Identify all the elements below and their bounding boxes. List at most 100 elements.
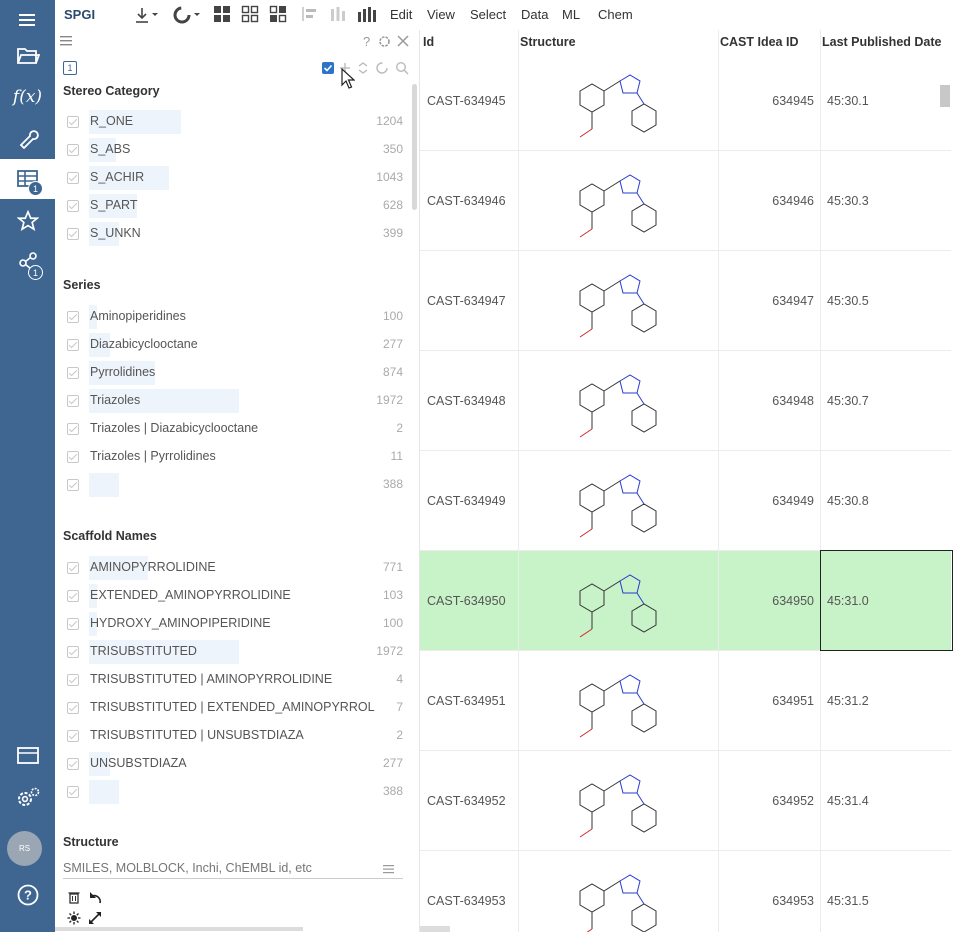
filter-row[interactable]: R_ONE 1204 [63, 110, 403, 134]
cell-last-published-date[interactable]: 45:31.5 [827, 894, 869, 908]
collapse-icon[interactable] [357, 61, 369, 78]
filter-checkbox[interactable] [67, 116, 79, 128]
table-row[interactable]: CAST-634950 634950 45:31.0 [420, 551, 951, 651]
filter-checkbox[interactable] [67, 758, 79, 770]
filter-row[interactable]: UNSUBSTDIAZA 277 [63, 752, 403, 776]
filter-row[interactable]: TRISUBSTITUTED | AMINOPYRROLIDINE 4 [63, 668, 403, 692]
menu-select[interactable]: Select [470, 7, 507, 22]
table-icon[interactable]: 1 [0, 159, 55, 199]
settings-icon[interactable] [0, 778, 55, 818]
filter-checkbox[interactable] [67, 479, 79, 491]
cell-cast-idea-id[interactable]: 634950 [772, 594, 814, 608]
filter-checkbox[interactable] [67, 618, 79, 630]
filter-checkbox[interactable] [67, 562, 79, 574]
cell-last-published-date[interactable]: 45:30.1 [827, 94, 869, 108]
cell-last-published-date[interactable]: 45:30.7 [827, 394, 869, 408]
cell-cast-idea-id[interactable]: 634952 [772, 794, 814, 808]
panel-menu-icon[interactable] [60, 35, 74, 50]
filter-row[interactable]: S_UNKN 399 [63, 222, 403, 246]
tools-icon[interactable] [0, 118, 55, 158]
filter-row[interactable]: Pyrrolidines 874 [63, 361, 403, 385]
cell-id[interactable]: CAST-634945 [427, 94, 506, 108]
cell-cast-idea-id[interactable]: 634951 [772, 694, 814, 708]
cell-last-published-date[interactable]: 45:30.5 [827, 294, 869, 308]
column-header-structure[interactable]: Structure [520, 35, 576, 49]
cell-id[interactable]: CAST-634953 [427, 894, 506, 908]
structure-image[interactable] [520, 351, 718, 451]
structure-search-input[interactable] [63, 857, 403, 879]
close-icon[interactable] [397, 35, 409, 50]
filter-row[interactable]: S_ABS 350 [63, 138, 403, 162]
table-row[interactable]: CAST-634948 634948 45:30.7 [420, 351, 951, 451]
cell-last-published-date[interactable]: 45:30.8 [827, 494, 869, 508]
expand-icon[interactable] [88, 911, 102, 928]
tile-layout-icon[interactable] [241, 5, 261, 25]
filter-row[interactable]: 388 [63, 780, 403, 804]
structure-image[interactable] [520, 51, 718, 151]
column-header-last-published-date[interactable]: Last Published Date [822, 35, 942, 49]
column-header-cast-idea-id[interactable]: CAST Idea ID [720, 35, 799, 49]
structure-image[interactable] [520, 251, 718, 351]
cell-id[interactable]: CAST-634948 [427, 394, 506, 408]
column-chart-disabled-icon[interactable] [329, 5, 349, 25]
table-row[interactable]: CAST-634953 634953 45:31.5 [420, 851, 951, 932]
cell-cast-idea-id[interactable]: 634953 [772, 894, 814, 908]
filter-checkbox[interactable] [67, 702, 79, 714]
open-folder-icon[interactable] [0, 36, 55, 76]
menu-data[interactable]: Data [521, 7, 549, 22]
table-row[interactable]: CAST-634952 634952 45:31.4 [420, 751, 951, 851]
form-layout-icon[interactable] [269, 5, 289, 25]
filter-row[interactable]: TRISUBSTITUTED | UNSUBSTDIAZA 2 [63, 724, 403, 748]
filter-row[interactable]: TRISUBSTITUTED 1972 [63, 640, 403, 664]
structure-image[interactable] [520, 651, 718, 751]
select-all-checkbox[interactable] [322, 62, 334, 74]
function-icon[interactable]: f(x) [0, 77, 55, 117]
panel-settings-icon[interactable] [378, 35, 391, 51]
filter-checkbox[interactable] [67, 367, 79, 379]
filter-row[interactable]: EXTENDED_AMINOPYRROLIDINE 103 [63, 584, 403, 608]
table-row[interactable]: CAST-634946 634946 45:30.3 [420, 151, 951, 251]
undo-icon[interactable] [88, 890, 102, 907]
cell-last-published-date[interactable]: 45:31.4 [827, 794, 869, 808]
table-row[interactable]: CAST-634949 634949 45:30.8 [420, 451, 951, 551]
filter-row[interactable]: 388 [63, 473, 403, 497]
filter-checkbox[interactable] [67, 172, 79, 184]
cell-id[interactable]: CAST-634951 [427, 694, 506, 708]
filter-checkbox[interactable] [67, 730, 79, 742]
cell-cast-idea-id[interactable]: 634947 [772, 294, 814, 308]
structure-image[interactable] [520, 151, 718, 251]
filter-checkbox[interactable] [67, 339, 79, 351]
reset-filter-icon[interactable] [375, 61, 389, 78]
favorites-icon[interactable] [0, 201, 55, 241]
menu-view[interactable]: View [427, 7, 455, 22]
cell-id[interactable]: CAST-634946 [427, 194, 506, 208]
filter-checkbox[interactable] [67, 200, 79, 212]
structure-image[interactable] [520, 851, 718, 932]
structure-image[interactable] [520, 751, 718, 851]
structure-image[interactable] [520, 551, 718, 651]
connections-icon[interactable]: 1 [0, 243, 55, 283]
filter-row[interactable]: TRISUBSTITUTED | EXTENDED_AMINOPYRROL 7 [63, 696, 403, 720]
bar-chart-icon[interactable] [357, 5, 377, 25]
menu-chem[interactable]: Chem [598, 7, 633, 22]
filter-row[interactable]: AMINOPYRROLIDINE 771 [63, 556, 403, 580]
filter-checkbox[interactable] [67, 395, 79, 407]
column-header-id[interactable]: Id [423, 35, 435, 49]
cell-last-published-date[interactable]: 45:30.3 [827, 194, 869, 208]
filter-row[interactable]: Diazabicyclooctane 277 [63, 333, 403, 357]
filter-row[interactable]: Aminopiperidines 100 [63, 305, 403, 329]
filter-row[interactable]: Triazoles | Diazabicyclooctane 2 [63, 417, 403, 441]
cell-cast-idea-id[interactable]: 634946 [772, 194, 814, 208]
cell-cast-idea-id[interactable]: 634949 [772, 494, 814, 508]
filter-checkbox[interactable] [67, 646, 79, 658]
table-row[interactable]: CAST-634945 634945 45:30.1 [420, 51, 951, 151]
filter-row[interactable]: S_ACHIR 1043 [63, 166, 403, 190]
panel-scrollbar[interactable] [412, 84, 417, 210]
trash-icon[interactable] [67, 890, 81, 907]
filter-row[interactable]: Triazoles 1972 [63, 389, 403, 413]
cell-cast-idea-id[interactable]: 634945 [772, 94, 814, 108]
menu-edit[interactable]: Edit [390, 7, 413, 22]
download-icon[interactable] [133, 5, 158, 25]
cell-id[interactable]: CAST-634949 [427, 494, 506, 508]
help-question-icon[interactable]: ? [363, 34, 371, 49]
